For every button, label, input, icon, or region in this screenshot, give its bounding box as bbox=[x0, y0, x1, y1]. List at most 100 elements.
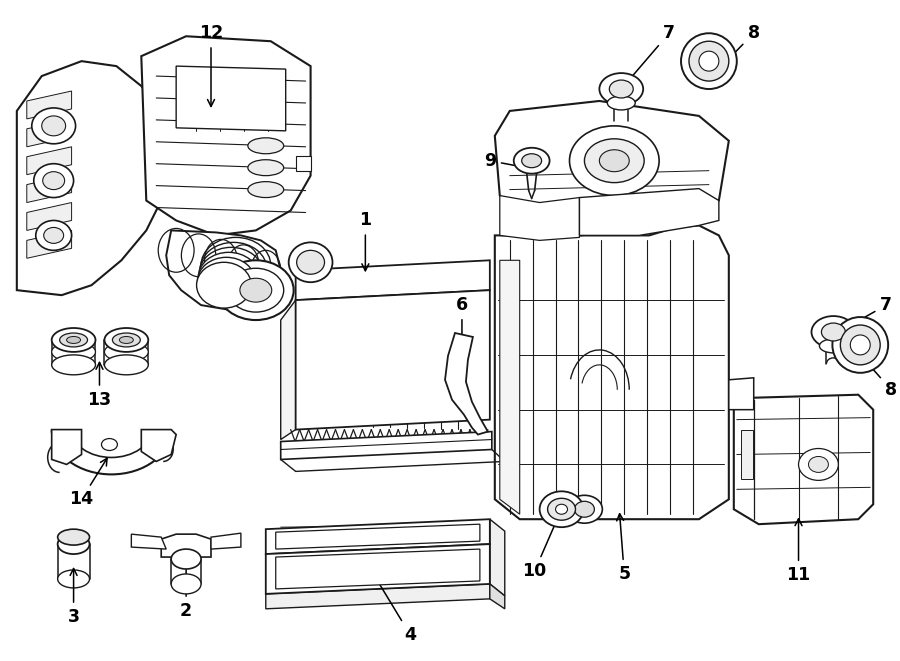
Ellipse shape bbox=[599, 73, 643, 105]
Ellipse shape bbox=[248, 182, 284, 198]
Text: 11: 11 bbox=[787, 519, 811, 584]
Text: 5: 5 bbox=[616, 514, 630, 583]
Polygon shape bbox=[266, 584, 490, 609]
Polygon shape bbox=[729, 378, 753, 410]
Ellipse shape bbox=[42, 172, 65, 190]
Text: 7: 7 bbox=[837, 296, 892, 332]
Ellipse shape bbox=[104, 355, 148, 375]
Ellipse shape bbox=[34, 164, 74, 198]
Ellipse shape bbox=[228, 268, 284, 312]
Text: 3: 3 bbox=[68, 568, 79, 626]
Ellipse shape bbox=[51, 355, 95, 375]
Text: 9: 9 bbox=[484, 152, 527, 170]
Polygon shape bbox=[734, 395, 873, 524]
Text: 7: 7 bbox=[625, 24, 675, 86]
Ellipse shape bbox=[51, 342, 95, 362]
Ellipse shape bbox=[681, 33, 737, 89]
Ellipse shape bbox=[289, 243, 332, 282]
Text: 8: 8 bbox=[712, 24, 760, 76]
Ellipse shape bbox=[171, 574, 201, 594]
Ellipse shape bbox=[574, 501, 594, 517]
Ellipse shape bbox=[58, 570, 89, 588]
Ellipse shape bbox=[798, 449, 839, 481]
Ellipse shape bbox=[197, 257, 256, 305]
Text: 8: 8 bbox=[863, 358, 897, 399]
Text: 12: 12 bbox=[199, 24, 223, 106]
Polygon shape bbox=[490, 584, 505, 609]
Polygon shape bbox=[27, 147, 72, 175]
Ellipse shape bbox=[51, 328, 95, 352]
Polygon shape bbox=[490, 519, 505, 596]
Ellipse shape bbox=[104, 342, 148, 362]
Polygon shape bbox=[131, 534, 166, 549]
Ellipse shape bbox=[297, 251, 325, 274]
Polygon shape bbox=[27, 231, 72, 258]
Ellipse shape bbox=[570, 126, 659, 196]
Polygon shape bbox=[27, 91, 72, 119]
Polygon shape bbox=[296, 156, 310, 171]
Ellipse shape bbox=[198, 253, 259, 302]
Ellipse shape bbox=[584, 139, 644, 182]
Polygon shape bbox=[500, 260, 519, 514]
Polygon shape bbox=[266, 544, 490, 594]
Polygon shape bbox=[281, 432, 491, 459]
Polygon shape bbox=[176, 66, 285, 131]
Text: 10: 10 bbox=[523, 514, 560, 580]
Ellipse shape bbox=[41, 116, 66, 136]
Text: 1: 1 bbox=[359, 212, 372, 271]
Ellipse shape bbox=[201, 237, 271, 293]
Polygon shape bbox=[141, 430, 176, 461]
Polygon shape bbox=[27, 119, 72, 147]
Ellipse shape bbox=[218, 260, 293, 320]
Polygon shape bbox=[166, 231, 281, 310]
Polygon shape bbox=[296, 260, 490, 300]
Ellipse shape bbox=[522, 154, 542, 168]
Ellipse shape bbox=[609, 80, 634, 98]
Ellipse shape bbox=[699, 51, 719, 71]
Polygon shape bbox=[500, 196, 580, 241]
Polygon shape bbox=[51, 430, 82, 465]
Ellipse shape bbox=[200, 243, 267, 296]
Polygon shape bbox=[141, 36, 310, 235]
Text: 6: 6 bbox=[456, 296, 468, 370]
Polygon shape bbox=[445, 333, 488, 434]
Polygon shape bbox=[266, 519, 490, 554]
Polygon shape bbox=[495, 101, 729, 235]
Polygon shape bbox=[27, 175, 72, 202]
Ellipse shape bbox=[59, 333, 87, 347]
Ellipse shape bbox=[514, 148, 550, 174]
Polygon shape bbox=[275, 549, 480, 589]
Ellipse shape bbox=[112, 333, 140, 347]
Ellipse shape bbox=[240, 278, 272, 302]
Ellipse shape bbox=[102, 438, 117, 451]
Ellipse shape bbox=[608, 96, 635, 110]
Text: 4: 4 bbox=[373, 573, 416, 644]
Ellipse shape bbox=[248, 137, 284, 154]
Ellipse shape bbox=[599, 150, 629, 172]
Text: 14: 14 bbox=[69, 458, 107, 508]
Polygon shape bbox=[296, 290, 490, 430]
Polygon shape bbox=[281, 300, 296, 440]
Polygon shape bbox=[495, 225, 729, 519]
Ellipse shape bbox=[32, 108, 76, 144]
Ellipse shape bbox=[36, 221, 72, 251]
Ellipse shape bbox=[808, 457, 828, 473]
Polygon shape bbox=[275, 524, 480, 549]
Polygon shape bbox=[580, 188, 719, 235]
Ellipse shape bbox=[819, 339, 847, 353]
Polygon shape bbox=[17, 61, 161, 295]
Ellipse shape bbox=[689, 41, 729, 81]
Ellipse shape bbox=[58, 534, 89, 554]
Text: 13: 13 bbox=[87, 362, 112, 408]
Ellipse shape bbox=[832, 317, 888, 373]
Ellipse shape bbox=[67, 336, 81, 344]
Ellipse shape bbox=[44, 227, 64, 243]
Ellipse shape bbox=[822, 323, 845, 341]
Ellipse shape bbox=[540, 491, 583, 527]
Ellipse shape bbox=[196, 262, 251, 308]
Ellipse shape bbox=[566, 495, 602, 524]
Ellipse shape bbox=[120, 336, 133, 344]
Ellipse shape bbox=[58, 529, 89, 545]
Ellipse shape bbox=[171, 549, 201, 569]
Polygon shape bbox=[741, 430, 752, 479]
